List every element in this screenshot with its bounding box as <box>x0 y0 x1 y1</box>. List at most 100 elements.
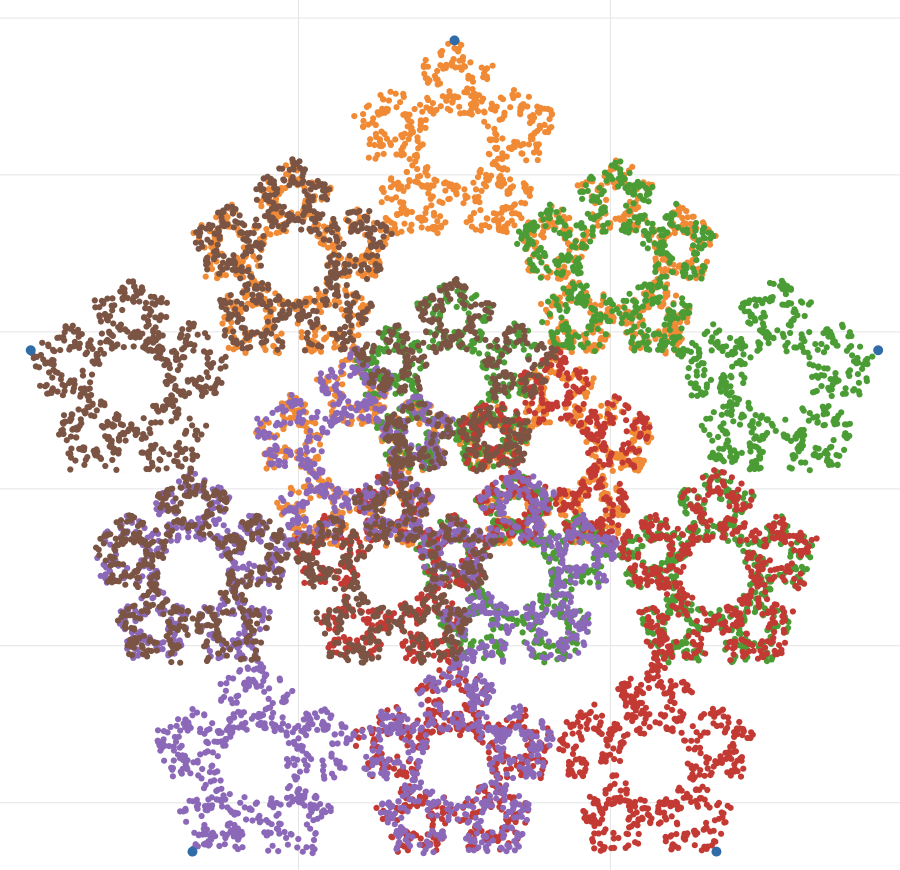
scatter-point <box>378 199 385 206</box>
scatter-point <box>558 314 565 321</box>
scatter-point <box>843 347 851 354</box>
scatter-point <box>787 322 794 329</box>
scatter-point <box>625 188 632 196</box>
scatter-point <box>846 420 854 427</box>
scatter-point <box>559 268 567 275</box>
scatter-point <box>475 108 482 115</box>
scatter-point <box>580 285 587 292</box>
scatter-point <box>582 182 589 189</box>
scatter-point <box>747 354 754 361</box>
scatter-point <box>617 464 625 472</box>
scatter-point <box>798 331 805 338</box>
scatter-point <box>528 541 536 548</box>
scatter-point <box>709 437 716 444</box>
scatter-point <box>507 176 514 183</box>
scatter-point <box>802 459 809 466</box>
scatter-point <box>812 341 819 348</box>
scatter-point <box>534 103 541 110</box>
scatter-point <box>786 464 793 471</box>
scatter-point <box>497 94 504 101</box>
scatter-point <box>376 138 383 145</box>
scatter-point <box>590 305 597 312</box>
scatter-point <box>645 198 652 205</box>
scatter-point <box>478 98 485 105</box>
scatter-point <box>806 410 813 417</box>
scatter-point <box>418 215 425 222</box>
scatter-point <box>510 202 518 209</box>
scatter-point <box>463 219 470 226</box>
scatter-point <box>560 206 567 213</box>
scatter-point <box>839 321 846 328</box>
scatter-point <box>406 226 413 233</box>
scatter-point <box>634 219 642 226</box>
scatter-point <box>529 135 536 143</box>
scatter-point <box>517 111 524 118</box>
scatter-point <box>492 107 499 114</box>
scatter-point <box>448 62 455 69</box>
scatter-point <box>638 283 646 291</box>
scatter-point <box>490 210 497 217</box>
scatter-point <box>696 237 703 244</box>
scatter-point <box>666 326 674 333</box>
scatter-point <box>498 154 505 161</box>
scatter-point <box>815 454 822 461</box>
scatter-point <box>525 141 533 148</box>
scatter-point <box>274 499 281 506</box>
scatter-point <box>720 403 727 410</box>
scatter-point <box>287 414 294 421</box>
scatter-point <box>499 135 506 142</box>
scatter-point <box>699 219 707 226</box>
scatter-point <box>670 309 677 316</box>
scatter-point <box>422 164 430 172</box>
scatter-point <box>484 374 491 381</box>
scatter-point <box>481 70 488 77</box>
scatter-point <box>434 218 441 225</box>
scatter-point <box>541 105 548 112</box>
scatter-point <box>365 121 372 128</box>
scatter-point <box>267 231 274 238</box>
scatter-point <box>774 327 781 334</box>
scatter-point <box>469 348 476 355</box>
scatter-point <box>542 223 549 230</box>
scatter-point <box>446 195 453 202</box>
scatter-point <box>834 462 841 469</box>
scatter-point <box>722 430 729 437</box>
scatter-point <box>745 299 752 307</box>
scatter-point <box>380 150 387 157</box>
scatter-point <box>752 302 760 309</box>
scatter-point <box>624 329 631 336</box>
scatter-point <box>398 132 405 139</box>
scatter-point <box>724 438 732 445</box>
scatter-point <box>626 218 633 225</box>
scatter-point <box>392 194 400 201</box>
scatter-point <box>522 200 529 207</box>
scatter-point <box>681 261 688 268</box>
scatter-point <box>383 135 391 142</box>
scatter-point <box>701 331 708 338</box>
scatter-point <box>202 273 209 280</box>
scatter-point <box>515 211 523 218</box>
scatter-point <box>504 166 511 173</box>
scatter-point <box>401 140 409 147</box>
scatter-point <box>710 321 717 328</box>
scatter-point <box>398 183 405 190</box>
scatter-point <box>824 365 831 372</box>
scatter-point <box>635 305 642 312</box>
scatter-point <box>682 270 689 277</box>
scatter-point <box>690 233 698 240</box>
scatter-point <box>312 332 319 339</box>
scatter-point <box>813 413 821 420</box>
scatter-point <box>751 435 758 442</box>
scatter-point <box>668 210 675 217</box>
scatter-point <box>525 93 533 100</box>
scatter-point <box>360 111 367 118</box>
scatter-point <box>828 392 835 400</box>
scatter-point <box>556 215 563 222</box>
scatter-point <box>298 329 305 336</box>
scatter-point <box>631 347 638 354</box>
scatter-point <box>707 376 715 383</box>
scatter-point <box>857 343 864 350</box>
scatter-point <box>691 224 699 231</box>
scatter-point <box>710 409 717 416</box>
